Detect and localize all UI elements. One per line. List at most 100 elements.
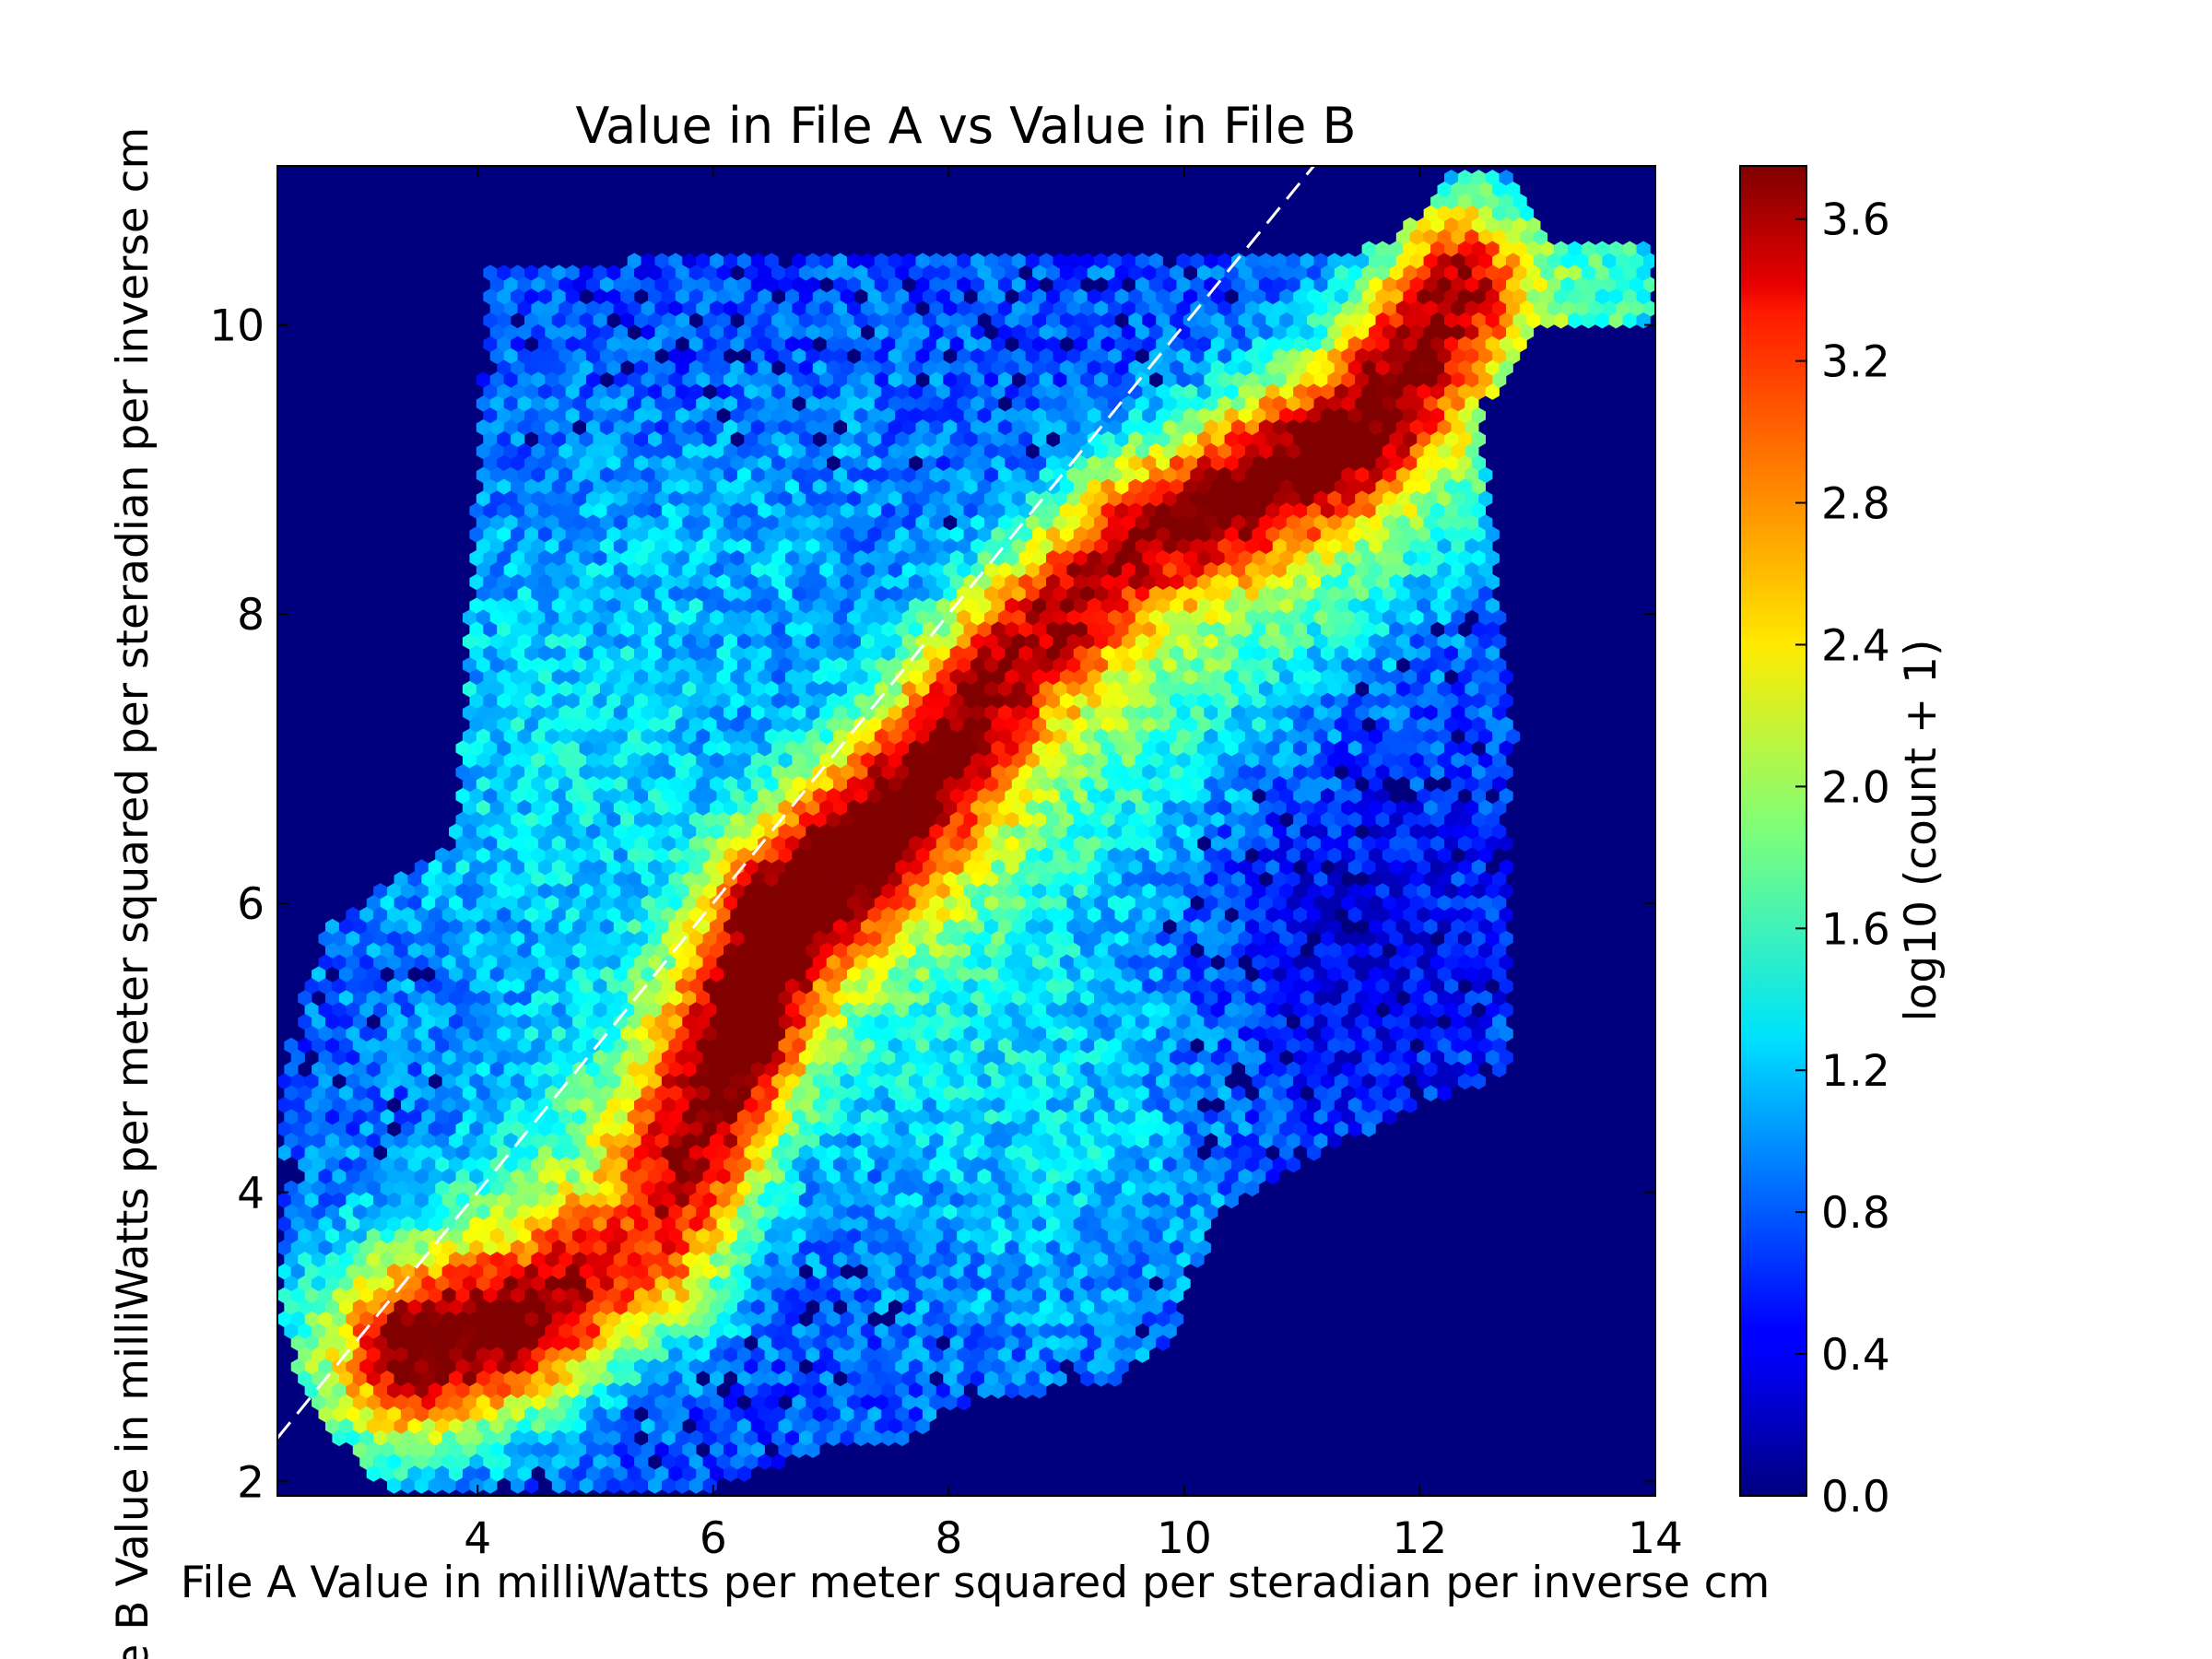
- hexbin-cell: [1176, 300, 1191, 317]
- hexbin-cell: [1135, 300, 1149, 317]
- hexbin-cell: [1327, 324, 1342, 341]
- hexbin-cell: [710, 395, 724, 412]
- hexbin-cell: [943, 276, 958, 293]
- hexbin-cell: [682, 276, 697, 293]
- hexbin-cell: [778, 395, 793, 412]
- hexbin-cell: [1046, 359, 1061, 377]
- hexbin-cell: [710, 276, 724, 293]
- hexbin-cell: [1307, 312, 1322, 329]
- hexbin-cell: [1526, 241, 1541, 258]
- hexbin-cell: [1471, 312, 1486, 329]
- hexbin-cell: [641, 300, 655, 317]
- hexbin-cell: [1492, 182, 1507, 198]
- hexbin-cell: [1094, 371, 1109, 388]
- hexbin-cell: [874, 395, 888, 412]
- hexbin-cell: [935, 312, 950, 329]
- hexbin-cell: [785, 383, 800, 400]
- hexbin-cell: [1196, 335, 1212, 353]
- hexbin-cell: [812, 359, 827, 377]
- hexbin-cell: [901, 371, 916, 388]
- hexbin-cell: [1313, 371, 1328, 388]
- hexbin-cell: [579, 312, 594, 329]
- hexbin-cell: [744, 383, 759, 400]
- hexbin-cell: [949, 312, 964, 329]
- hexbin-cell: [1451, 347, 1465, 365]
- hexbin-cell: [1087, 359, 1101, 377]
- hexbin-cell: [537, 312, 553, 329]
- hexbin-cell: [1293, 312, 1308, 329]
- hexbin-cell: [1341, 276, 1356, 293]
- hexbin-cell: [1465, 276, 1479, 293]
- hexbin-cell: [971, 371, 985, 388]
- hexbin-cell: [1121, 371, 1136, 388]
- hexbin-cell: [750, 300, 765, 317]
- hexbin-cell: [1594, 312, 1609, 329]
- hexbin-cell: [1622, 312, 1637, 329]
- hexbin-cell: [524, 265, 539, 281]
- hexbin-cell: [654, 276, 669, 293]
- hexbin-cell: [1382, 300, 1397, 317]
- hexbin-cell: [1588, 276, 1603, 293]
- hexbin-cell: [1073, 335, 1088, 353]
- hexbin-cell: [1210, 288, 1225, 305]
- hexbin-cell: [497, 265, 512, 281]
- hexbin-cell: [627, 347, 641, 365]
- hexbin-cell: [1478, 205, 1493, 222]
- hexbin-cell: [915, 324, 930, 341]
- hexbin-cell: [716, 335, 731, 353]
- hexbin-cell: [1170, 359, 1184, 377]
- hexbin-cell: [1630, 300, 1644, 317]
- hexbin-cell: [901, 395, 916, 412]
- hexbin-cell: [1594, 288, 1609, 305]
- hexbin-cell: [1554, 265, 1569, 281]
- hexbin-cell: [833, 253, 848, 269]
- hexbin-cell: [1073, 312, 1088, 329]
- hexbin-cell: [1451, 300, 1465, 317]
- hexbin-cell: [1395, 300, 1410, 317]
- hexbin-cell: [874, 371, 888, 388]
- hexbin-cell: [1457, 312, 1473, 329]
- hexbin-cell: [847, 300, 862, 317]
- hexbin-cell: [1403, 335, 1418, 353]
- hexbin-cell: [675, 359, 689, 377]
- hexbin-cell: [1485, 312, 1500, 329]
- hexbin-cell: [654, 371, 669, 388]
- hexbin-cell: [1417, 383, 1431, 400]
- hexbin-cell: [1059, 288, 1075, 305]
- hexbin-cell: [922, 265, 937, 281]
- hexbin-cell: [997, 347, 1013, 365]
- hexbin-cell: [572, 324, 587, 341]
- hexbin-cell: [1224, 265, 1239, 281]
- hexbin-cell: [1059, 265, 1075, 281]
- hexbin-cell: [806, 371, 820, 388]
- hexbin-cell: [847, 253, 862, 269]
- hexbin-cell: [1231, 347, 1246, 365]
- hexbin-cell: [1114, 359, 1129, 377]
- hexbin-cell: [1581, 241, 1596, 258]
- hexbin-cell: [1492, 276, 1507, 293]
- hexbin-cell: [537, 359, 553, 377]
- hexbin-cell: [909, 383, 924, 400]
- hexbin-cell: [1087, 312, 1101, 329]
- hexbin-cell: [1471, 335, 1486, 353]
- hexbin-cell: [489, 395, 504, 412]
- hexbin-cell: [1265, 265, 1280, 281]
- hexbin-cell: [1636, 241, 1651, 258]
- hexbin-cell: [1218, 276, 1232, 293]
- hexbin-cell: [1039, 347, 1053, 365]
- hexbin-cell: [1382, 276, 1397, 293]
- hexbin-cell: [1382, 324, 1397, 341]
- hexbin-cell: [1176, 324, 1191, 341]
- hexbin-cell: [1307, 335, 1322, 353]
- hexbin-cell: [545, 395, 559, 412]
- hexbin-cell: [1170, 383, 1184, 400]
- hexbin-cell: [1409, 324, 1424, 341]
- hexbin-cell: [1080, 371, 1095, 388]
- hexbin-cell: [949, 383, 964, 400]
- hexbin-cell: [1170, 288, 1184, 305]
- hexbin-cell: [1210, 359, 1225, 377]
- hexbin-cell: [785, 312, 800, 329]
- hexbin-cell: [895, 288, 910, 305]
- hexbin-cell: [1286, 324, 1300, 341]
- hexbin-cell: [867, 265, 882, 281]
